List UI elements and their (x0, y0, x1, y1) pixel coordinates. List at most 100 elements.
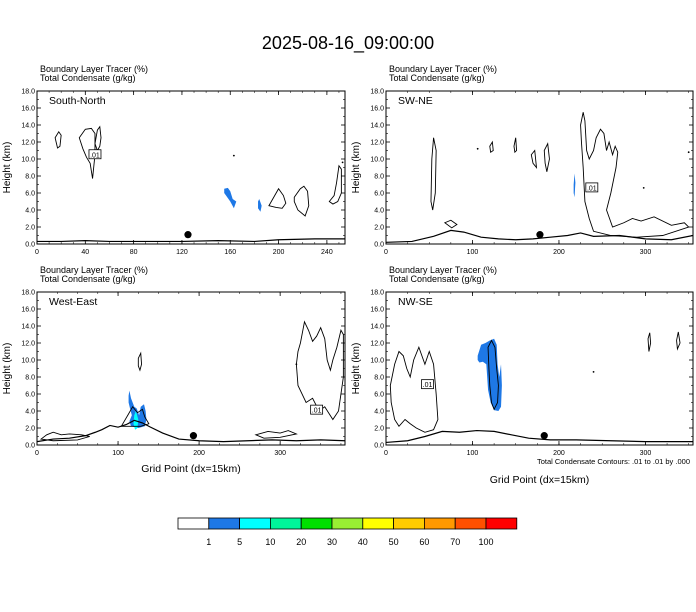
condensate-speck (642, 187, 645, 189)
y-tick-label: 18.0 (370, 290, 384, 297)
condensate-contour (254, 430, 298, 439)
panel-4: Boundary Layer Tracer (%)Total Condensat… (351, 265, 694, 486)
condensate-contour (530, 149, 538, 169)
panel-label: West-East (49, 296, 97, 308)
x-tick-label: 0 (35, 450, 39, 457)
contour-label-box (88, 149, 102, 160)
colorbar-label: 5 (237, 537, 242, 547)
x-tick-label: 300 (640, 249, 652, 256)
y-tick-label: 2.0 (374, 225, 384, 232)
panel-header-condensate: Total Condensate (g/kg) (40, 73, 136, 83)
y-tick-label: 2.0 (25, 426, 35, 433)
colorbar-label: 60 (419, 537, 429, 547)
x-tick-label: 100 (112, 450, 124, 457)
condensate-contour (295, 320, 344, 421)
colorbar-label: 1 (206, 537, 211, 547)
y-tick-label: 18.0 (370, 89, 384, 96)
x-tick-label: 120 (176, 249, 188, 256)
y-tick-label: 10.0 (21, 358, 35, 365)
condensate-contour (543, 142, 550, 172)
plot-area (386, 331, 693, 444)
location-marker (189, 432, 198, 440)
y-tick-label: 2.0 (25, 225, 35, 232)
plot-area (37, 320, 345, 443)
colorbar-swatch (362, 517, 394, 530)
panels: Boundary Layer Tracer (%)Total Condensat… (2, 64, 694, 486)
panel-label: NW-SE (398, 296, 433, 308)
y-tick-label: 12.0 (370, 140, 384, 147)
y-tick-label: 2.0 (374, 426, 384, 433)
colorbar-swatch (208, 517, 241, 530)
y-tick-label: 18.0 (21, 290, 35, 297)
condensate-speck (592, 371, 595, 373)
condensate-speck (476, 147, 479, 150)
y-tick-label: 8.0 (25, 375, 35, 382)
plot-frame (36, 291, 346, 446)
condensate-contour (647, 332, 652, 352)
y-tick-label: 4.0 (374, 208, 384, 215)
x-tick-label: 300 (640, 450, 652, 457)
condensate-contour (94, 125, 102, 152)
y-tick-label: 4.0 (374, 409, 384, 416)
y-tick-label: 16.0 (21, 106, 35, 113)
panel-header-condensate: Total Condensate (g/kg) (40, 274, 136, 284)
x-tick-label: 200 (553, 249, 565, 256)
y-tick-label: 16.0 (370, 307, 384, 314)
x-tick-label: 200 (273, 249, 285, 256)
colorbar-swatch (331, 517, 364, 530)
colorbar-swatch (423, 517, 456, 530)
y-tick-label: 0.0 (374, 443, 384, 450)
panel-header-tracer: Boundary Layer Tracer (%) (389, 64, 497, 74)
contour-label-box (585, 182, 599, 193)
condensate-contour (120, 405, 150, 427)
y-tick-label: 4.0 (25, 409, 35, 416)
y-tick-label: 16.0 (370, 106, 384, 113)
y-tick-label: 12.0 (21, 140, 35, 147)
plot-area (37, 125, 345, 243)
tracer-fill-level-1 (573, 173, 576, 198)
colorbar-label: 20 (296, 537, 306, 547)
panel-header-tracer: Boundary Layer Tracer (%) (40, 265, 148, 275)
colorbar-label: 10 (265, 537, 275, 547)
condensate-contour (389, 345, 439, 433)
colorbar-label: 100 (478, 537, 493, 547)
terrain-line (37, 419, 345, 443)
colorbar-legend: 1 5 10 20 30 40 50 60 70 100 (177, 517, 518, 547)
y-tick-label: 6.0 (374, 191, 384, 198)
tracer-fill-level-1 (258, 198, 262, 212)
contour-label: .01 (423, 382, 433, 389)
y-tick-label: 0.0 (374, 242, 384, 249)
condensate-contour (39, 431, 90, 442)
panel-header-condensate: Total Condensate (g/kg) (389, 274, 485, 284)
colorbar-label: 30 (327, 537, 337, 547)
location-marker (184, 231, 192, 239)
y-axis-label: Height (km) (2, 343, 13, 395)
colorbar-label: 70 (450, 537, 460, 547)
condensate-speck (232, 154, 235, 157)
x-tick-label: 100 (467, 450, 479, 457)
y-tick-label: 16.0 (21, 307, 35, 314)
x-tick-label: 200 (193, 450, 205, 457)
colorbar-label: 40 (358, 537, 368, 547)
condensate-contour (676, 331, 681, 351)
colorbar-swatch (239, 517, 271, 530)
x-tick-label: 300 (274, 450, 286, 457)
location-marker (536, 231, 544, 239)
contour-label-box (421, 379, 434, 390)
panel-header-condensate: Total Condensate (g/kg) (389, 73, 485, 83)
contour-label: .01 (312, 408, 322, 415)
terrain-line (386, 229, 693, 243)
terrain-line (37, 238, 345, 243)
panel-label: South-North (49, 95, 106, 107)
x-tick-label: 80 (130, 249, 138, 256)
y-tick-label: 14.0 (370, 123, 384, 130)
x-axis-label: Grid Point (dx=15km) (141, 463, 241, 475)
condensate-contour (580, 112, 690, 238)
colorbar-swatch (454, 517, 487, 530)
condensate-contour (513, 137, 518, 154)
x-tick-label: 40 (81, 249, 89, 256)
condensate-contour (328, 164, 342, 205)
y-axis-label: Height (km) (351, 142, 362, 194)
panel-1: Boundary Layer Tracer (%)Total Condensat… (2, 64, 346, 256)
